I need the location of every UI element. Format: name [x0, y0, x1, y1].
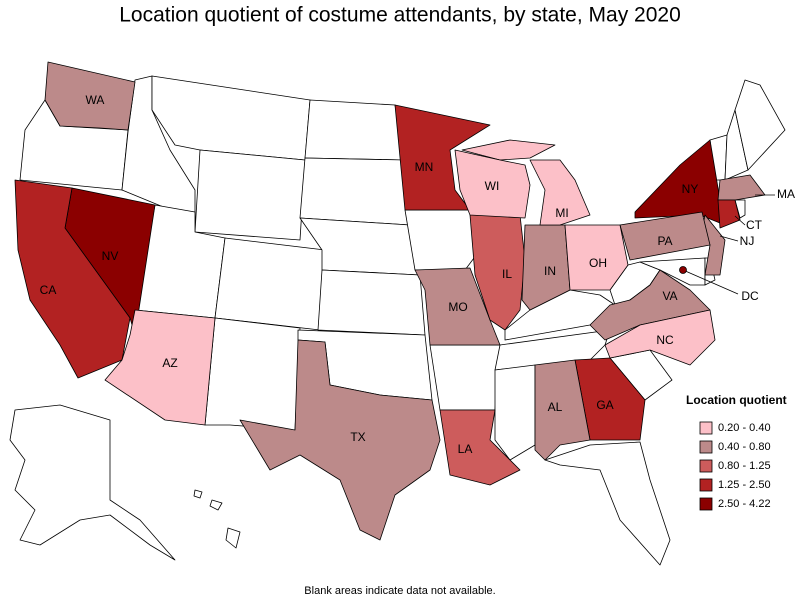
state — [239, 339, 441, 541]
state-blank — [404, 209, 481, 271]
state-label: NC — [656, 333, 674, 347]
state-label: AZ — [162, 356, 177, 370]
state-blank — [193, 489, 203, 499]
state — [469, 214, 526, 331]
state — [717, 174, 766, 201]
state-label: MI — [555, 206, 568, 220]
state — [44, 61, 136, 131]
state-label: VA — [662, 289, 677, 303]
states — [9, 61, 786, 566]
legend-swatch — [699, 478, 713, 492]
state-label: MN — [415, 160, 434, 174]
state-label: MO — [448, 300, 467, 314]
state-label: PA — [657, 234, 672, 248]
state-blank — [304, 99, 406, 161]
state-label: DC — [741, 289, 759, 303]
state-labels: WA MN NY MA CT NJ PA DC VA NC GA AL LA T… — [40, 93, 795, 456]
state-blank — [299, 157, 411, 226]
state — [634, 139, 726, 226]
state-label: AL — [548, 400, 563, 414]
state-dot — [679, 266, 687, 274]
state — [619, 211, 711, 261]
state-blank — [734, 79, 786, 171]
state — [589, 269, 711, 341]
state-label: CA — [40, 283, 57, 297]
state-blank — [204, 317, 301, 431]
state-label: NJ — [740, 234, 755, 248]
state-blank — [639, 257, 706, 286]
state — [104, 309, 216, 426]
map-title: Location quotient of costume attendants,… — [119, 4, 681, 27]
legend-swatch — [699, 497, 713, 511]
state-label: IL — [502, 267, 512, 281]
state-label: OH — [589, 256, 607, 270]
state-blank — [317, 269, 426, 336]
state — [454, 149, 531, 219]
state-blank — [225, 527, 241, 549]
state-label: WA — [86, 93, 105, 107]
leader-line — [719, 235, 739, 242]
legend-label: 2.50 - 4.22 — [718, 498, 771, 510]
state-label: CT — [746, 218, 763, 232]
legend-swatch — [699, 421, 713, 435]
state-label: IN — [544, 264, 556, 278]
state — [439, 409, 521, 486]
leader-line — [734, 215, 746, 226]
state — [564, 224, 629, 291]
state-blank — [214, 237, 326, 331]
state-blank — [429, 344, 501, 411]
legend-label: 0.20 - 0.40 — [718, 422, 771, 434]
state-label: WI — [485, 179, 500, 193]
state-blank — [209, 499, 223, 511]
state-blank — [151, 75, 311, 161]
state — [529, 159, 591, 226]
legend: Location quotient 0.20 - 0.40 0.40 - 0.80… — [686, 393, 787, 511]
state — [604, 309, 716, 366]
state-label: NY — [682, 182, 699, 196]
state-blank — [494, 364, 536, 461]
footnote: Blank areas indicate data not available. — [304, 585, 495, 597]
state-label: MA — [777, 187, 795, 201]
legend-title: Location quotient — [686, 393, 787, 407]
state-blank — [194, 149, 306, 241]
state-label: TX — [350, 430, 365, 444]
leader-line — [682, 269, 739, 295]
state-label: GA — [596, 398, 613, 412]
state-label: LA — [458, 442, 473, 456]
state — [534, 359, 591, 461]
state-blank — [9, 404, 176, 561]
state-blank — [544, 441, 671, 566]
legend-label: 1.25 - 2.50 — [718, 479, 771, 491]
state — [414, 267, 501, 346]
legend-swatch — [699, 459, 713, 473]
legend-label: 0.40 - 0.80 — [718, 441, 771, 453]
state — [394, 104, 491, 211]
legend-label: 0.80 - 1.25 — [718, 460, 771, 472]
state-label: NV — [102, 249, 119, 263]
state — [14, 179, 131, 379]
legend-swatch — [699, 440, 713, 454]
